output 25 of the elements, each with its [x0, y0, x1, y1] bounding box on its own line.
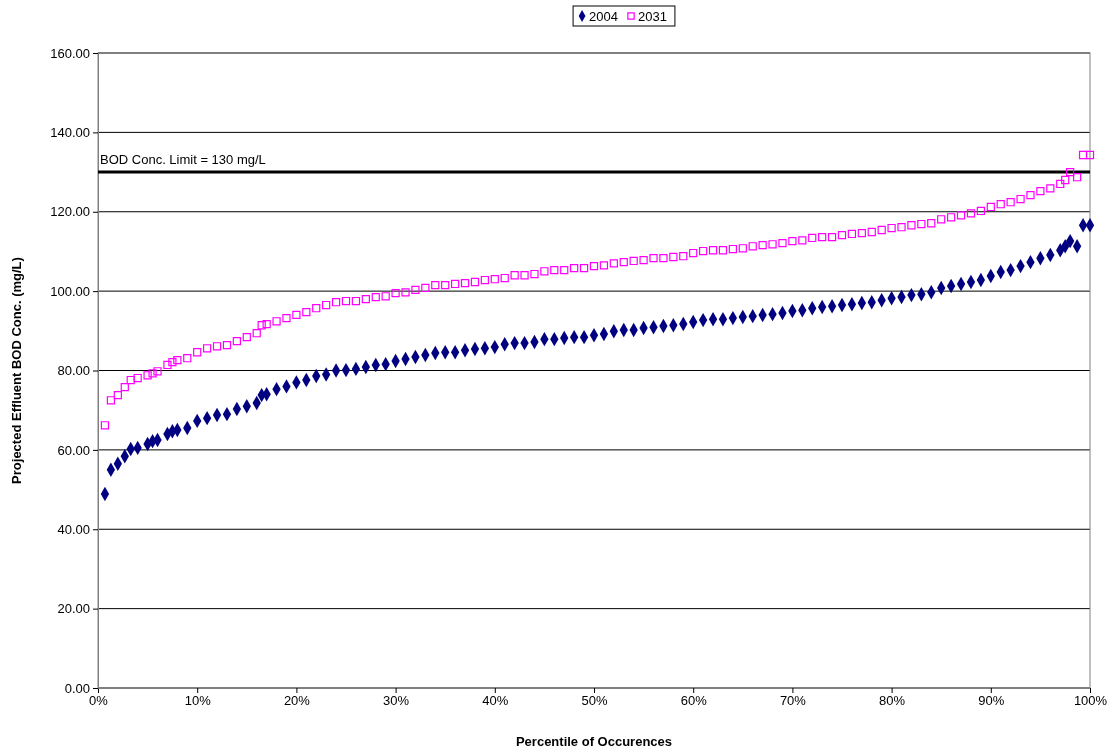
ref-line-label: BOD Conc. Limit = 130 mg/L: [100, 152, 266, 168]
legend-label: 2004: [589, 9, 618, 24]
y-tick-label: 20.00: [57, 601, 90, 617]
y-tick-label: 100.00: [50, 283, 90, 299]
x-tick-label: 50%: [581, 693, 608, 709]
legend-label: 2031: [638, 9, 667, 24]
y-tick-label: 160.00: [50, 45, 90, 61]
y-tick-label: 0.00: [64, 680, 90, 696]
y-axis-title: Projected Effluent BOD Conc. (mg/L): [9, 257, 24, 484]
x-tick-label: 70%: [779, 693, 807, 709]
y-tick-label: 60.00: [57, 442, 90, 458]
x-axis-title: Percentile of Occurences: [515, 734, 673, 749]
x-tick-label: 20%: [283, 693, 311, 709]
x-tick-label: 80%: [879, 693, 906, 709]
x-tick-label: 30%: [383, 693, 410, 709]
y-tick-label: 140.00: [50, 125, 90, 141]
y-tick-label: 40.00: [57, 521, 90, 537]
x-tick-label: 100%: [1073, 693, 1108, 709]
y-tick-label: 80.00: [57, 363, 90, 379]
x-tick-label: 40%: [482, 693, 509, 709]
x-tick-label: 60%: [680, 693, 708, 709]
x-tick-label: 0%: [89, 693, 109, 709]
x-tick-label: 10%: [184, 693, 212, 709]
x-tick-label: 90%: [978, 693, 1005, 709]
y-tick-label: 120.00: [50, 204, 90, 220]
